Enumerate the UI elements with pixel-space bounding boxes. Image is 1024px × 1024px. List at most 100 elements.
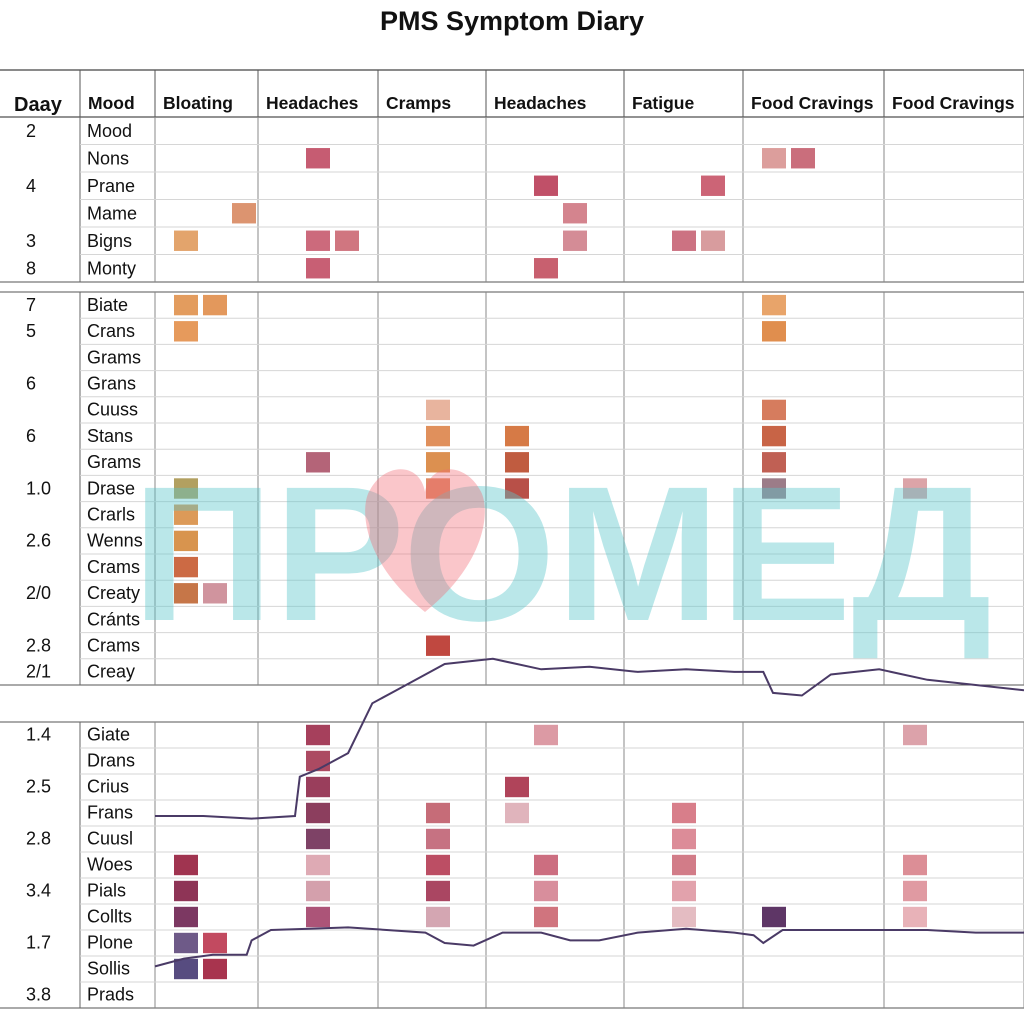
heatmap-cell [426,478,450,499]
heatmap-cell [306,258,330,279]
heatmap-cell [306,854,330,876]
heatmap-cell [672,880,696,902]
heatmap-cell [174,932,198,954]
column-header: Headaches [266,93,359,113]
heatmap-cell [672,854,696,876]
heatmap-cell [534,175,558,196]
heatmap-cell [426,906,450,928]
heatmap-cell [762,294,786,316]
heatmap-cell [306,828,330,850]
watermark: ПРОМЕД [132,446,992,661]
heatmap-cell [672,828,696,850]
heatmap-cell [534,906,558,928]
row-label: Wenns [87,531,143,551]
heatmap-cell [505,452,529,473]
heatmap-cell [174,906,198,928]
row-label: Pials [87,881,126,901]
row-label: Plone [87,933,133,953]
day-label: 6 [26,426,36,446]
row-label: Prane [87,176,135,196]
day-label: 8 [26,258,36,278]
heatmap-cell [335,230,359,251]
row-label: Grams [87,347,141,367]
heatmap-cell [306,880,330,902]
heatmap-cell [174,321,198,342]
heatmap-cell [174,230,198,251]
heatmap-cell [174,530,198,552]
heatmap-cell [534,854,558,876]
heatmap-cell [174,880,198,902]
heatmap-cell [701,230,725,251]
heatmap-cells [174,148,927,980]
row-label: Biate [87,295,128,315]
day-label: 3.4 [26,881,51,901]
heatmap-cell [505,776,529,798]
heatmap-cell [174,854,198,876]
heatmap-cell [306,230,330,251]
heatmap-cell [426,399,450,421]
heatmap-cell [174,294,198,316]
heatmap-cell [534,880,558,902]
heatmap-cell [426,425,450,447]
heatmap-cell [762,321,786,342]
heatmap-cell [563,203,587,224]
row-label: Grams [87,452,141,472]
row-label: Drans [87,751,135,771]
grid-lines [0,69,1024,1009]
heatmap-cell [306,148,330,169]
heatmap-cell [762,452,786,473]
heatmap-cell [672,230,696,251]
row-label: Bigns [87,231,132,251]
heatmap-cell [701,175,725,196]
row-label: Creay [87,662,135,682]
day-label: 1.4 [26,725,51,745]
heatmap-cell [672,906,696,928]
heatmap-cell [426,880,450,902]
heatmap-cell [505,425,529,447]
row-label: Cránts [87,609,140,629]
trend-line [155,657,1024,820]
day-column-header: Daay [14,94,63,116]
heatmap-cell [426,635,450,656]
heatmap-cell [306,724,330,746]
heatmap-cell [505,478,529,499]
row-label: Mame [87,203,137,223]
heatmap-cell [903,478,927,499]
day-label: 2.5 [26,777,51,797]
day-label: 2/1 [26,662,51,682]
row-label: Collts [87,907,132,927]
day-label: 2 [26,121,36,141]
heatmap-cell [762,148,786,169]
heatmap-cell [203,958,227,980]
heatmap-cell [903,854,927,876]
column-header: Food Cravings [751,93,874,113]
row-label: Stans [87,426,133,446]
axis-labels: Daay Mood Bloating Headaches Cramps Headaches… [14,93,1015,1005]
heatmap-cell [306,776,330,798]
heatmap-cell [306,452,330,473]
row-label: Grans [87,373,136,393]
row-label: Crams [87,635,140,655]
row-label: Mood [87,121,132,141]
day-label: 2.6 [26,531,51,551]
column-header: Cramps [386,93,451,113]
day-label: 4 [26,176,36,196]
heatmap-cell [203,583,227,604]
heatmap-cell [426,828,450,850]
heatmap-cell [306,750,330,772]
heatmap-cell [762,478,786,499]
day-label: 3.8 [26,985,51,1005]
row-label: Drase [87,478,135,498]
heatmap-cell [232,203,256,224]
heatmap-cell [426,452,450,473]
heatmap-cell [672,802,696,824]
watermark-heart-icon [365,469,485,612]
row-label: Crius [87,777,129,797]
heatmap-cell [426,854,450,876]
row-label: Sollis [87,959,130,979]
row-label: Frans [87,803,133,823]
row-label: Cuusl [87,829,133,849]
row-label: Prads [87,985,134,1005]
column-header: Fatigue [632,93,694,113]
heatmap-cell [174,478,198,499]
